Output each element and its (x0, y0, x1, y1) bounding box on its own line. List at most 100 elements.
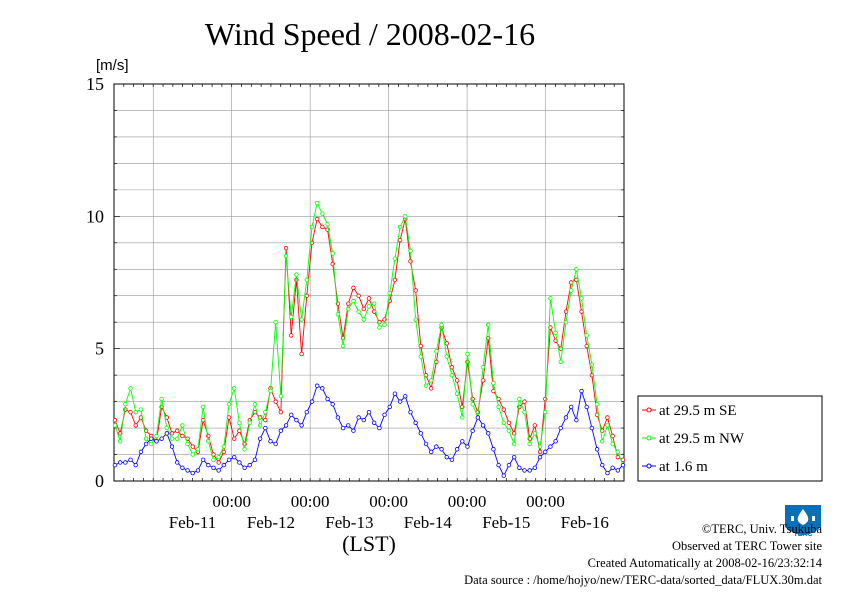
data-point (532, 465, 538, 470)
data-point (600, 462, 605, 468)
data-point (346, 301, 351, 306)
data-point (475, 415, 481, 420)
data-point (138, 449, 144, 455)
data-point (283, 253, 289, 259)
data-point (615, 468, 621, 473)
data-point (190, 452, 195, 457)
legend-label-low: at 1.6 m (659, 459, 708, 475)
data-point (470, 428, 475, 433)
data-point (164, 425, 170, 431)
data-point (299, 351, 304, 357)
y-tick-label: 0 (95, 471, 104, 491)
data-point (444, 354, 449, 359)
data-point (185, 468, 190, 473)
data-point (558, 425, 563, 431)
data-point (175, 428, 180, 433)
series-0 (112, 216, 626, 465)
data-point (527, 468, 532, 473)
data-point (351, 298, 356, 304)
data-point (237, 420, 242, 425)
data-point (460, 415, 465, 420)
data-point (543, 409, 548, 415)
data-point (185, 441, 190, 447)
data-point (465, 444, 470, 449)
data-point (200, 457, 206, 463)
data-point (247, 462, 252, 468)
data-point (574, 267, 579, 272)
data-point (304, 409, 309, 415)
data-point (138, 407, 144, 412)
data-point (532, 423, 538, 428)
data-point (584, 404, 589, 410)
data-point (439, 447, 444, 452)
data-point (366, 304, 372, 309)
data-point (449, 457, 455, 463)
data-point (553, 330, 558, 335)
x-date-label: Feb-15 (482, 513, 530, 532)
data-point (429, 386, 434, 391)
x-date-label: Feb-16 (561, 513, 609, 532)
data-point (449, 364, 455, 370)
data-point (454, 391, 460, 396)
data-point (610, 465, 615, 470)
data-point (226, 457, 232, 463)
data-point (320, 211, 325, 216)
data-point (294, 417, 299, 423)
data-point (584, 333, 589, 338)
data-point (289, 314, 294, 320)
data-point (517, 396, 522, 402)
data-point (304, 277, 309, 283)
data-point (112, 462, 118, 468)
data-point (454, 378, 460, 383)
data-point (169, 444, 175, 449)
data-point (320, 386, 325, 391)
x-time-label: 00:00 (212, 492, 251, 511)
x-time-label: 00:00 (448, 492, 487, 511)
data-point (387, 404, 392, 410)
data-point (387, 290, 392, 296)
data-point (610, 433, 615, 439)
data-point (413, 288, 418, 293)
data-point (594, 402, 600, 407)
data-point (263, 425, 268, 431)
data-point (180, 423, 185, 428)
data-point (589, 362, 595, 367)
data-point (397, 224, 403, 230)
x-axis-label: (LST) (342, 531, 396, 556)
data-point (501, 473, 506, 478)
data-point (418, 354, 424, 359)
x-date-label: Feb-13 (325, 513, 373, 532)
data-point (620, 462, 626, 468)
series-lines (112, 200, 626, 478)
data-point (190, 470, 195, 476)
plot-area (113, 83, 625, 482)
data-point (506, 428, 512, 433)
data-point (579, 296, 584, 301)
legend-marker-se (646, 407, 652, 413)
data-point (294, 272, 299, 277)
data-point (434, 349, 439, 354)
data-point (403, 394, 408, 399)
data-point (247, 420, 252, 425)
data-point (112, 417, 118, 423)
x-date-label: Feb-12 (247, 513, 295, 532)
data-point (154, 439, 159, 444)
data-point (605, 470, 610, 476)
data-point (397, 399, 403, 404)
data-point (413, 317, 418, 322)
data-point (537, 454, 543, 460)
data-point (371, 420, 377, 425)
data-point (128, 409, 133, 415)
series-line (114, 217, 624, 464)
data-point (501, 420, 506, 425)
data-point (268, 439, 273, 444)
data-point (273, 320, 278, 325)
data-point (392, 277, 398, 283)
data-point (206, 439, 211, 444)
data-point (491, 380, 496, 386)
terc-logo: TERC (785, 505, 821, 538)
data-point (263, 417, 268, 423)
x-time-label: 00:00 (526, 492, 565, 511)
data-point (133, 409, 138, 415)
data-point (237, 460, 242, 465)
